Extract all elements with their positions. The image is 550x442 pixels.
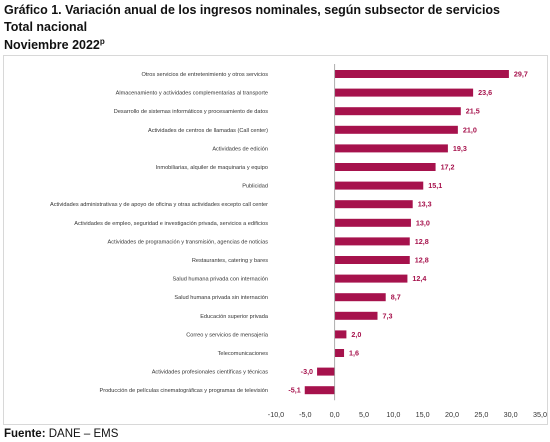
x-tick-label: 15,0	[416, 410, 430, 419]
category-label: Actividades administrativas y de apoyo d…	[50, 202, 268, 208]
bar-chart: Otros servicios de entretenimiento y otr…	[50, 64, 547, 419]
provisional-mark: p	[99, 37, 105, 46]
data-label: 7,3	[382, 311, 392, 320]
data-label: 2,0	[351, 330, 361, 339]
chart-subtitle-period: Noviembre 2022p	[4, 37, 105, 52]
x-tick-label: 0,0	[330, 410, 340, 419]
bar	[334, 107, 461, 116]
category-label: Actividades de edición	[212, 146, 268, 152]
x-tick-label: 30,0	[504, 410, 518, 419]
x-tick-label: 35,0	[533, 410, 547, 419]
x-tick-label: 10,0	[386, 410, 400, 419]
data-label: 12,8	[415, 256, 429, 265]
category-label: Educación superior privada	[200, 314, 269, 320]
data-label: -5,1	[288, 386, 300, 395]
chart-title: Gráfico 1. Variación anual de los ingres…	[4, 3, 501, 17]
x-tick-label: 5,0	[359, 410, 369, 419]
bar	[334, 70, 509, 78]
category-label: Producción de películas cinematográficas…	[99, 388, 268, 394]
data-label: 29,7	[514, 70, 528, 79]
x-tick-label: -10,0	[268, 410, 284, 419]
data-label: 23,6	[478, 88, 492, 97]
bar	[334, 330, 347, 339]
data-label: 21,0	[463, 125, 477, 134]
bar	[334, 256, 410, 264]
period-text: Noviembre 2022	[4, 38, 100, 53]
category-label: Almacenamiento y actividades complementa…	[116, 91, 268, 97]
category-label: Publicidad	[242, 184, 268, 190]
source-text: DANE – EMS	[45, 428, 119, 440]
bar	[334, 218, 411, 227]
x-tick-label: 25,0	[474, 410, 488, 419]
data-label: 13,3	[418, 200, 432, 209]
bar	[334, 144, 448, 153]
chart-subtitle-region: Total nacional	[4, 20, 88, 34]
bar	[334, 274, 408, 283]
bar	[304, 386, 335, 395]
category-label: Otros servicios de entretenimiento y otr…	[141, 72, 268, 78]
category-label: Inmobiliarias, alquiler de maquinaria y …	[156, 165, 268, 171]
data-label: 12,4	[412, 274, 426, 283]
data-label: 15,1	[428, 181, 442, 190]
data-label: 17,2	[441, 163, 455, 172]
category-label: Salud humana privada sin internación	[174, 295, 268, 301]
data-label: 13,0	[416, 218, 430, 227]
source-note: Fuente: DANE – EMS	[4, 428, 118, 440]
chart-frame: Otros servicios de entretenimiento y otr…	[3, 55, 548, 425]
bar	[334, 88, 474, 97]
category-label: Actividades de empleo, seguridad e inves…	[74, 221, 268, 227]
data-label: 19,3	[453, 144, 467, 153]
category-label: Actividades profesionales científicas y …	[152, 370, 268, 376]
bar	[334, 181, 424, 190]
bar	[334, 237, 410, 246]
category-label: Desarrollo de sistemas informáticos y pr…	[114, 109, 268, 115]
bar	[334, 311, 378, 320]
category-label: Telecomunicaciones	[218, 351, 269, 357]
data-label: 21,5	[466, 107, 480, 116]
category-label: Salud humana privada con internación	[173, 277, 268, 283]
bar	[334, 125, 458, 134]
bar	[334, 293, 386, 302]
category-label: Restaurantes, catering y bares	[192, 258, 268, 264]
data-label: 12,8	[415, 237, 429, 246]
bar	[317, 367, 335, 376]
data-label: 8,7	[391, 293, 401, 302]
bar	[334, 200, 413, 209]
data-label: 1,6	[349, 349, 359, 358]
x-tick-label: -5,0	[299, 410, 311, 419]
source-label: Fuente:	[4, 428, 46, 440]
bar	[334, 349, 345, 357]
x-tick-label: 20,0	[445, 410, 459, 419]
category-label: Actividades de programación y transmisió…	[108, 239, 269, 245]
category-label: Actividades de centros de llamadas (Call…	[148, 128, 268, 134]
bar	[334, 163, 436, 171]
data-label: -3,0	[301, 367, 313, 376]
category-label: Correo y servicios de mensajería	[186, 332, 269, 338]
